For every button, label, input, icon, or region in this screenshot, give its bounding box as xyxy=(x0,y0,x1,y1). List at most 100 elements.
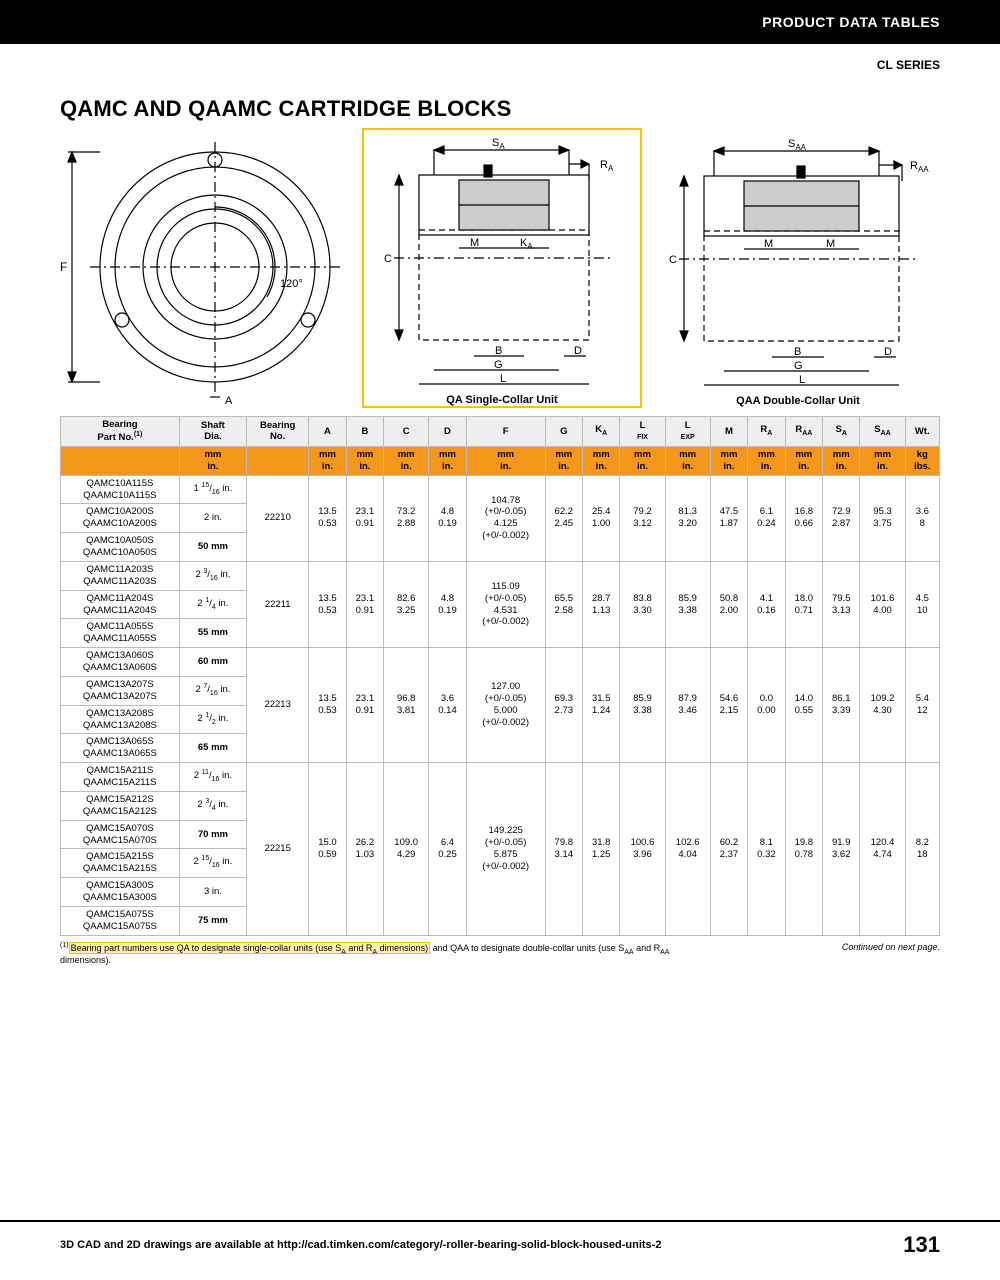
cell-F: 149.225(+0/-0.05)5.875(+0/-0.002) xyxy=(466,763,545,936)
cell-bearing-no: 22215 xyxy=(247,763,309,936)
label-angle: 120° xyxy=(280,278,303,290)
cell-Lexp: 85.93.38 xyxy=(665,561,710,647)
col-Ra: RA xyxy=(748,417,785,447)
cell-Ka: 31.51.24 xyxy=(583,648,620,763)
page-footer: 3D CAD and 2D drawings are available at … xyxy=(0,1220,1000,1258)
cell-B: 23.10.91 xyxy=(346,561,383,647)
page-title: QAMC AND QAAMC CARTRIDGE BLOCKS xyxy=(60,96,940,122)
svg-text:SA: SA xyxy=(492,137,505,151)
svg-text:L: L xyxy=(799,374,805,386)
cell-Raa: 19.80.78 xyxy=(785,763,822,936)
col-F: F xyxy=(466,417,545,447)
cell-shaft: 2 11/16 in. xyxy=(179,763,246,792)
cell-A: 15.00.59 xyxy=(309,763,346,936)
svg-text:C: C xyxy=(669,254,677,266)
col-Wt: Wt. xyxy=(905,417,939,447)
caption-single: QA Single-Collar Unit xyxy=(446,394,557,406)
cell-Ka: 25.41.00 xyxy=(583,475,620,561)
cell-shaft: 60 mm xyxy=(179,648,246,677)
cell-F: 127.00(+0/-0.05)5.000(+0/-0.002) xyxy=(466,648,545,763)
cell-shaft: 2 3/4 in. xyxy=(179,791,246,820)
cell-Sa: 86.13.39 xyxy=(823,648,860,763)
cell-Lfix: 85.93.38 xyxy=(620,648,665,763)
cell-M: 50.82.00 xyxy=(710,561,747,647)
col-shaft: ShaftDia. xyxy=(179,417,246,447)
col-Sa: SA xyxy=(823,417,860,447)
diagrams-row: F 120° A xyxy=(60,126,940,408)
cell-B: 23.10.91 xyxy=(346,648,383,763)
header-band: PRODUCT DATA TABLES xyxy=(0,0,1000,44)
table-row: QAMC11A203SQAAMC11A203S2 3/16 in.2221113… xyxy=(61,561,940,590)
cell-Lfix: 79.23.12 xyxy=(620,475,665,561)
cell-M: 54.62.15 xyxy=(710,648,747,763)
cell-Ra: 8.10.32 xyxy=(748,763,785,936)
cell-G: 62.22.45 xyxy=(545,475,582,561)
cell-Ka: 28.71.13 xyxy=(583,561,620,647)
cell-part: QAMC13A207SQAAMC13A207S xyxy=(61,676,180,705)
cell-part: QAMC15A300SQAAMC15A300S xyxy=(61,878,180,907)
cell-Ra: 0.00.00 xyxy=(748,648,785,763)
col-C: C xyxy=(384,417,429,447)
diagram-single: SA RA M KA C B D G L QA Single-Collar Un… xyxy=(362,128,642,408)
col-D: D xyxy=(429,417,466,447)
cell-Lfix: 100.63.96 xyxy=(620,763,665,936)
cell-shaft: 2 in. xyxy=(179,504,246,533)
cell-bearing-no: 22210 xyxy=(247,475,309,561)
cell-Wt: 4.510 xyxy=(905,561,939,647)
svg-text:L: L xyxy=(500,373,506,385)
cell-B: 26.21.03 xyxy=(346,763,383,936)
col-Ka: KA xyxy=(583,417,620,447)
cell-Wt: 5.412 xyxy=(905,648,939,763)
cell-Raa: 18.00.71 xyxy=(785,561,822,647)
svg-text:B: B xyxy=(794,346,801,358)
cell-part: QAMC10A115SQAAMC10A115S xyxy=(61,475,180,504)
cell-part: QAMC13A060SQAAMC13A060S xyxy=(61,648,180,677)
cell-C: 73.22.88 xyxy=(384,475,429,561)
cell-part: QAMC15A075SQAAMC15A075S xyxy=(61,906,180,935)
cell-Ka: 31.81.25 xyxy=(583,763,620,936)
svg-text:D: D xyxy=(574,345,582,357)
cell-shaft: 2 7/16 in. xyxy=(179,676,246,705)
cell-Ra: 6.10.24 xyxy=(748,475,785,561)
diagram-double-svg: SAA RAA M M C B D G L xyxy=(654,131,942,393)
series-label: CL SERIES xyxy=(0,44,1000,78)
cell-Lexp: 87.93.46 xyxy=(665,648,710,763)
col-part: BearingPart No.(1) xyxy=(61,417,180,447)
cell-F: 115.09(+0/-0.05)4.531(+0/-0.002) xyxy=(466,561,545,647)
cell-part: QAMC15A070SQAAMC15A070S xyxy=(61,820,180,849)
cell-G: 65.52.58 xyxy=(545,561,582,647)
svg-text:M: M xyxy=(764,238,773,250)
footnote-row: (1)Bearing part numbers use QA to design… xyxy=(60,942,940,966)
diagram-single-svg: SA RA M KA C B D G L xyxy=(364,130,640,392)
cell-C: 109.04.29 xyxy=(384,763,429,936)
cell-C: 82.63.25 xyxy=(384,561,429,647)
cell-M: 60.22.37 xyxy=(710,763,747,936)
col-B: B xyxy=(346,417,383,447)
cell-shaft: 2 1/2 in. xyxy=(179,705,246,734)
col-bearing: BearingNo. xyxy=(247,417,309,447)
cell-bearing-no: 22211 xyxy=(247,561,309,647)
cell-Saa: 101.64.00 xyxy=(860,561,905,647)
cell-D: 4.80.19 xyxy=(429,561,466,647)
footer-text: 3D CAD and 2D drawings are available at … xyxy=(60,1239,661,1251)
svg-text:B: B xyxy=(495,345,502,357)
col-A: A xyxy=(309,417,346,447)
cell-shaft: 2 1/4 in. xyxy=(179,590,246,619)
label-F: F xyxy=(60,260,67,274)
cell-Sa: 91.93.62 xyxy=(823,763,860,936)
units-row: mmin. mmin.mmin.mmin.mmin. mmin.mmin.mmi… xyxy=(61,446,940,475)
cell-D: 3.60.14 xyxy=(429,648,466,763)
cell-part: QAMC13A208SQAAMC13A208S xyxy=(61,705,180,734)
cell-shaft: 55 mm xyxy=(179,619,246,648)
cell-Saa: 109.24.30 xyxy=(860,648,905,763)
cell-shaft: 1 15/16 in. xyxy=(179,475,246,504)
cell-part: QAMC10A050SQAAMC10A050S xyxy=(61,533,180,562)
svg-text:RAA: RAA xyxy=(910,160,929,174)
cell-Ra: 4.10.16 xyxy=(748,561,785,647)
data-table: BearingPart No.(1) ShaftDia. BearingNo. … xyxy=(60,416,940,936)
cell-Lexp: 102.64.04 xyxy=(665,763,710,936)
continued-text: Continued on next page. xyxy=(842,942,940,952)
cell-part: QAMC15A211SQAAMC15A211S xyxy=(61,763,180,792)
cell-D: 4.80.19 xyxy=(429,475,466,561)
svg-text:G: G xyxy=(494,359,503,371)
